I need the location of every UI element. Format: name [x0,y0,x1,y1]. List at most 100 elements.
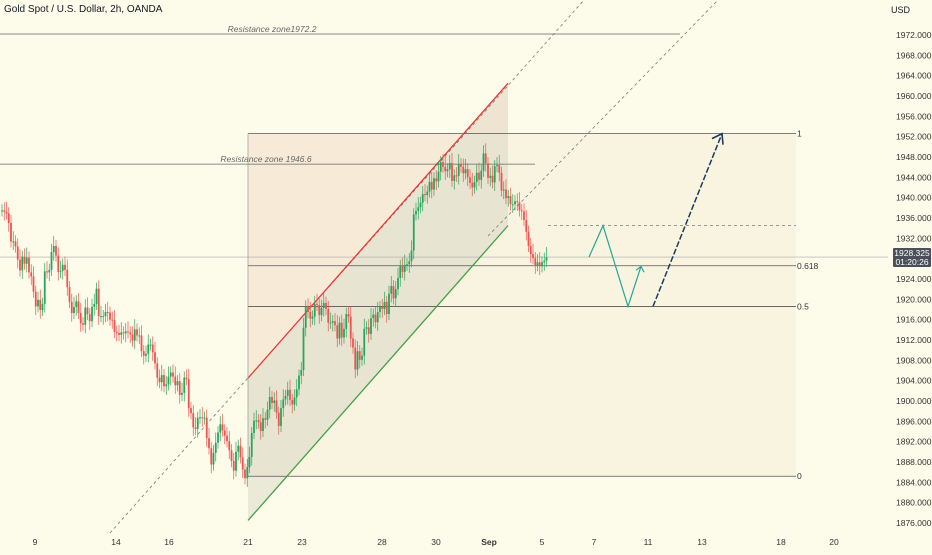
candle-body [192,413,195,428]
candle-body [21,256,24,271]
candle-body [84,307,87,325]
candle-body [327,308,330,323]
candle-body [262,418,264,431]
candle-body [295,389,298,398]
y-tick-label: 1932.000 [896,233,932,243]
fib-label-0-5: 0.5 [797,301,809,311]
candle-body [511,204,514,206]
candle-body [388,293,390,315]
candle-body [322,302,325,308]
candle-body [374,314,377,323]
candle-body [160,375,163,383]
y-tick-label: 1876.000 [896,518,932,528]
candle-body [244,469,246,479]
candle-body [334,321,336,326]
candle-body [68,287,71,302]
candle-body [379,306,381,313]
candle-body [127,331,129,333]
candle-body [37,299,39,307]
candle-body [502,189,505,191]
candle-body [525,220,528,232]
candle-body [536,262,539,266]
candle-body [496,165,498,167]
candle-body [169,372,172,377]
x-tick-label: 18 [776,537,786,547]
candle-body [363,328,366,356]
candle-body [448,163,451,170]
candle-body [340,322,343,338]
candle-body [471,182,474,188]
projection-path [588,223,642,309]
candle-body [264,418,267,420]
candle-body [345,314,348,329]
candle-body [309,312,312,319]
candle-body [478,172,480,180]
x-tick-label: 23 [297,537,307,547]
candle-body [462,166,465,174]
candle-body [473,181,476,188]
fib-label-0-618: 0.618 [797,261,819,271]
candle-body [174,376,177,386]
candle-body [70,301,73,314]
candle-body [23,256,26,264]
candle-body [318,304,321,316]
candle-body [518,202,521,211]
candle-body [1,210,3,212]
candle-body [435,178,438,182]
dashed-trendline-right [487,0,719,237]
candle-body [514,201,516,205]
candle-body [455,175,458,177]
candle-body [208,438,210,449]
candle-body [86,307,89,315]
candle-body [154,352,156,364]
candle-body [408,261,411,265]
x-tick-label: 21 [243,537,253,547]
candle-body [239,445,242,458]
candle-body [505,189,507,199]
candle-body [122,332,125,334]
y-tick-label: 1948.000 [896,152,932,162]
x-tick-label: Sep [481,537,497,547]
y-tick-label: 1960.000 [896,91,932,101]
candle-body [147,344,150,354]
candle-body [541,262,543,267]
candle-body [273,400,276,404]
candle-body [185,377,188,380]
y-tick-label: 1924.000 [896,274,932,284]
candle-body [232,460,235,471]
candles [1,143,548,487]
symbol-title[interactable]: Gold Spot / U.S. Dollar, 2h, OANDA [4,4,163,15]
candle-body [88,314,91,322]
x-tick-label: 16 [164,537,174,547]
projection-arrowhead [635,265,645,273]
y-tick-label: 1912.000 [896,335,932,345]
candle-body [516,201,519,203]
candle-body [237,445,240,452]
candle-body [235,451,237,471]
candle-body [493,166,496,183]
candle-body [104,312,107,317]
x-tick-label: 5 [540,537,545,547]
candle-body [457,164,460,176]
candle-body [280,408,282,426]
candle-body [543,260,546,263]
candle-body [136,329,138,336]
y-tick-label: 1940.000 [896,193,932,203]
candle-body [532,254,534,259]
candle-body [172,372,174,377]
candle-body [176,381,179,386]
x-tick-label: 9 [33,537,38,547]
candle-body [453,175,456,181]
candle-body [329,322,332,324]
candle-body [3,210,6,212]
currency-label[interactable]: USD [890,5,910,15]
candle-body [316,303,318,305]
candle-body [142,351,145,356]
candle-body [257,420,260,423]
y-tick-label: 1892.000 [896,437,932,447]
candle-body [163,375,165,387]
candle-body [93,303,96,307]
candle-body [212,452,215,465]
candle-body [109,312,111,320]
